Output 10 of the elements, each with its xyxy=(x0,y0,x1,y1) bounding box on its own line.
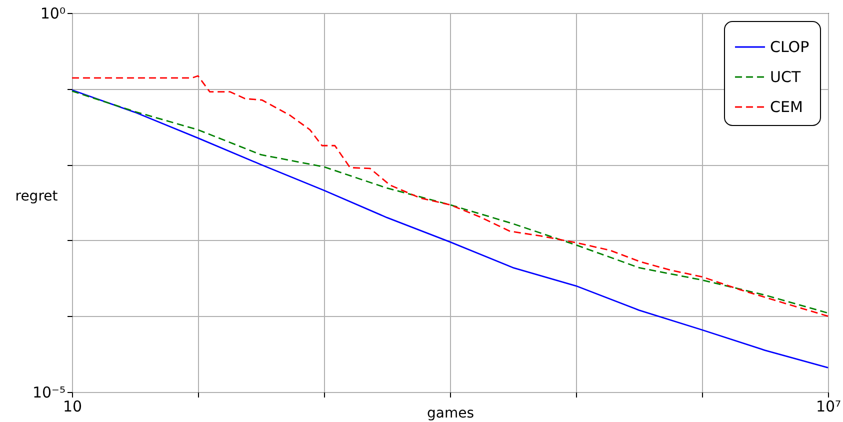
legend-label: CLOP xyxy=(770,38,810,56)
x-axis-title: games xyxy=(426,406,474,422)
x-tick-label: 10 xyxy=(62,398,82,416)
line-series xyxy=(71,89,829,368)
legend-label: UCT xyxy=(770,68,802,86)
x-tick-label: 10⁷ xyxy=(816,398,842,416)
legend-label: CEM xyxy=(770,98,803,116)
y-axis-title: regret xyxy=(15,188,58,204)
y-tick-label: 10⁰ xyxy=(40,4,66,22)
y-tick-label: 10⁻⁵ xyxy=(32,384,66,402)
